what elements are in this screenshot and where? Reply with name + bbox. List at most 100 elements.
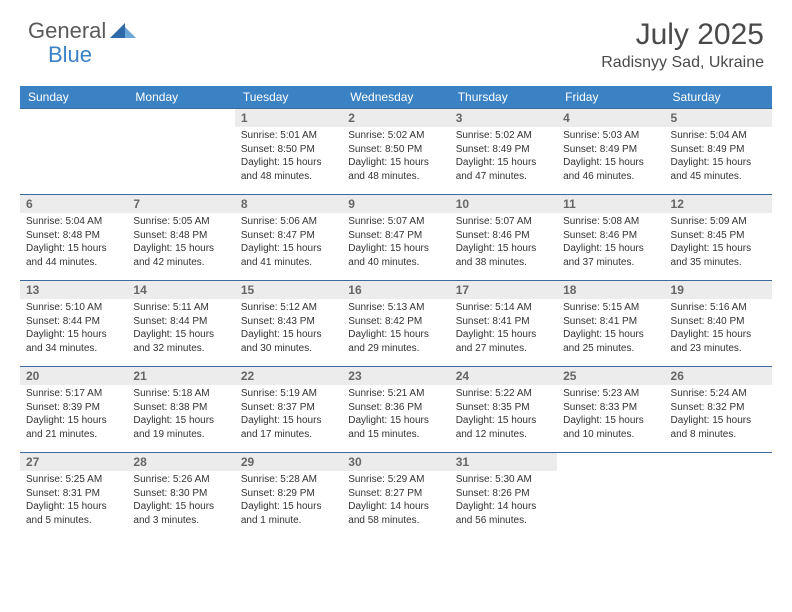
calendar-week-row: 13Sunrise: 5:10 AMSunset: 8:44 PMDayligh… <box>20 280 772 366</box>
day-number: 1 <box>235 109 342 127</box>
calendar-cell: . <box>20 108 127 194</box>
calendar-table: SundayMondayTuesdayWednesdayThursdayFrid… <box>20 86 772 538</box>
weekday-header: Sunday <box>20 86 127 108</box>
calendar-cell: 18Sunrise: 5:15 AMSunset: 8:41 PMDayligh… <box>557 280 664 366</box>
calendar-body: ..1Sunrise: 5:01 AMSunset: 8:50 PMDaylig… <box>20 108 772 538</box>
calendar-cell: 2Sunrise: 5:02 AMSunset: 8:50 PMDaylight… <box>342 108 449 194</box>
day-data: Sunrise: 5:14 AMSunset: 8:41 PMDaylight:… <box>450 299 557 359</box>
calendar-cell: 16Sunrise: 5:13 AMSunset: 8:42 PMDayligh… <box>342 280 449 366</box>
day-number: 13 <box>20 281 127 299</box>
weekday-header: Wednesday <box>342 86 449 108</box>
day-number: 26 <box>665 367 772 385</box>
calendar-cell: . <box>557 452 664 538</box>
calendar-cell: 7Sunrise: 5:05 AMSunset: 8:48 PMDaylight… <box>127 194 234 280</box>
calendar-cell: 27Sunrise: 5:25 AMSunset: 8:31 PMDayligh… <box>20 452 127 538</box>
calendar-week-row: ..1Sunrise: 5:01 AMSunset: 8:50 PMDaylig… <box>20 108 772 194</box>
calendar-week-row: 27Sunrise: 5:25 AMSunset: 8:31 PMDayligh… <box>20 452 772 538</box>
day-data: Sunrise: 5:06 AMSunset: 8:47 PMDaylight:… <box>235 213 342 273</box>
day-number: 19 <box>665 281 772 299</box>
day-data: Sunrise: 5:19 AMSunset: 8:37 PMDaylight:… <box>235 385 342 445</box>
calendar-cell: 6Sunrise: 5:04 AMSunset: 8:48 PMDaylight… <box>20 194 127 280</box>
day-number: 2 <box>342 109 449 127</box>
day-data: Sunrise: 5:02 AMSunset: 8:50 PMDaylight:… <box>342 127 449 187</box>
calendar-cell: 14Sunrise: 5:11 AMSunset: 8:44 PMDayligh… <box>127 280 234 366</box>
day-number: 31 <box>450 453 557 471</box>
day-number: 30 <box>342 453 449 471</box>
day-data: Sunrise: 5:07 AMSunset: 8:46 PMDaylight:… <box>450 213 557 273</box>
calendar-cell: 25Sunrise: 5:23 AMSunset: 8:33 PMDayligh… <box>557 366 664 452</box>
calendar-cell: 13Sunrise: 5:10 AMSunset: 8:44 PMDayligh… <box>20 280 127 366</box>
day-data: Sunrise: 5:13 AMSunset: 8:42 PMDaylight:… <box>342 299 449 359</box>
calendar-cell: 21Sunrise: 5:18 AMSunset: 8:38 PMDayligh… <box>127 366 234 452</box>
day-number: 20 <box>20 367 127 385</box>
day-number: 27 <box>20 453 127 471</box>
day-number: 5 <box>665 109 772 127</box>
calendar-cell: 26Sunrise: 5:24 AMSunset: 8:32 PMDayligh… <box>665 366 772 452</box>
calendar-cell: 19Sunrise: 5:16 AMSunset: 8:40 PMDayligh… <box>665 280 772 366</box>
brand-text-blue: Blue <box>48 42 92 68</box>
day-data: Sunrise: 5:24 AMSunset: 8:32 PMDaylight:… <box>665 385 772 445</box>
calendar-cell: 30Sunrise: 5:29 AMSunset: 8:27 PMDayligh… <box>342 452 449 538</box>
day-data: Sunrise: 5:04 AMSunset: 8:48 PMDaylight:… <box>20 213 127 273</box>
calendar-cell: . <box>665 452 772 538</box>
day-data: Sunrise: 5:28 AMSunset: 8:29 PMDaylight:… <box>235 471 342 531</box>
calendar-header-row: SundayMondayTuesdayWednesdayThursdayFrid… <box>20 86 772 108</box>
day-data: Sunrise: 5:25 AMSunset: 8:31 PMDaylight:… <box>20 471 127 531</box>
day-data: Sunrise: 5:23 AMSunset: 8:33 PMDaylight:… <box>557 385 664 445</box>
day-data: Sunrise: 5:03 AMSunset: 8:49 PMDaylight:… <box>557 127 664 187</box>
day-number: 14 <box>127 281 234 299</box>
day-data: Sunrise: 5:08 AMSunset: 8:46 PMDaylight:… <box>557 213 664 273</box>
day-data: Sunrise: 5:15 AMSunset: 8:41 PMDaylight:… <box>557 299 664 359</box>
day-data: Sunrise: 5:26 AMSunset: 8:30 PMDaylight:… <box>127 471 234 531</box>
day-data: Sunrise: 5:02 AMSunset: 8:49 PMDaylight:… <box>450 127 557 187</box>
day-number: 4 <box>557 109 664 127</box>
weekday-header: Saturday <box>665 86 772 108</box>
calendar-cell: 5Sunrise: 5:04 AMSunset: 8:49 PMDaylight… <box>665 108 772 194</box>
title-block: July 2025 Radisnyy Sad, Ukraine <box>601 18 764 72</box>
calendar-cell: 17Sunrise: 5:14 AMSunset: 8:41 PMDayligh… <box>450 280 557 366</box>
calendar-cell: 23Sunrise: 5:21 AMSunset: 8:36 PMDayligh… <box>342 366 449 452</box>
day-data: Sunrise: 5:30 AMSunset: 8:26 PMDaylight:… <box>450 471 557 531</box>
day-number: 9 <box>342 195 449 213</box>
calendar-cell: 4Sunrise: 5:03 AMSunset: 8:49 PMDaylight… <box>557 108 664 194</box>
day-data: Sunrise: 5:10 AMSunset: 8:44 PMDaylight:… <box>20 299 127 359</box>
day-number: 25 <box>557 367 664 385</box>
day-number: 8 <box>235 195 342 213</box>
day-number: 18 <box>557 281 664 299</box>
day-data: Sunrise: 5:01 AMSunset: 8:50 PMDaylight:… <box>235 127 342 187</box>
calendar-cell: 8Sunrise: 5:06 AMSunset: 8:47 PMDaylight… <box>235 194 342 280</box>
day-data: Sunrise: 5:11 AMSunset: 8:44 PMDaylight:… <box>127 299 234 359</box>
day-number: 28 <box>127 453 234 471</box>
day-number: 22 <box>235 367 342 385</box>
day-number: 16 <box>342 281 449 299</box>
header: General Blue July 2025 Radisnyy Sad, Ukr… <box>0 0 792 80</box>
day-number: 24 <box>450 367 557 385</box>
calendar-cell: 1Sunrise: 5:01 AMSunset: 8:50 PMDaylight… <box>235 108 342 194</box>
day-data: Sunrise: 5:18 AMSunset: 8:38 PMDaylight:… <box>127 385 234 445</box>
day-data: Sunrise: 5:22 AMSunset: 8:35 PMDaylight:… <box>450 385 557 445</box>
calendar-cell: 12Sunrise: 5:09 AMSunset: 8:45 PMDayligh… <box>665 194 772 280</box>
calendar-cell: 3Sunrise: 5:02 AMSunset: 8:49 PMDaylight… <box>450 108 557 194</box>
day-number: 17 <box>450 281 557 299</box>
day-number: 3 <box>450 109 557 127</box>
day-number: 15 <box>235 281 342 299</box>
calendar-cell: . <box>127 108 234 194</box>
calendar-cell: 31Sunrise: 5:30 AMSunset: 8:26 PMDayligh… <box>450 452 557 538</box>
day-number: 12 <box>665 195 772 213</box>
day-data: Sunrise: 5:17 AMSunset: 8:39 PMDaylight:… <box>20 385 127 445</box>
day-data: Sunrise: 5:09 AMSunset: 8:45 PMDaylight:… <box>665 213 772 273</box>
brand-triangle-icon <box>110 20 136 43</box>
calendar-cell: 24Sunrise: 5:22 AMSunset: 8:35 PMDayligh… <box>450 366 557 452</box>
day-number: 29 <box>235 453 342 471</box>
day-data: Sunrise: 5:16 AMSunset: 8:40 PMDaylight:… <box>665 299 772 359</box>
day-number: 7 <box>127 195 234 213</box>
calendar-week-row: 6Sunrise: 5:04 AMSunset: 8:48 PMDaylight… <box>20 194 772 280</box>
day-number: 10 <box>450 195 557 213</box>
location-subtitle: Radisnyy Sad, Ukraine <box>601 54 764 72</box>
page-title: July 2025 <box>601 18 764 52</box>
day-data: Sunrise: 5:29 AMSunset: 8:27 PMDaylight:… <box>342 471 449 531</box>
calendar-week-row: 20Sunrise: 5:17 AMSunset: 8:39 PMDayligh… <box>20 366 772 452</box>
calendar-cell: 29Sunrise: 5:28 AMSunset: 8:29 PMDayligh… <box>235 452 342 538</box>
calendar-cell: 28Sunrise: 5:26 AMSunset: 8:30 PMDayligh… <box>127 452 234 538</box>
weekday-header: Tuesday <box>235 86 342 108</box>
